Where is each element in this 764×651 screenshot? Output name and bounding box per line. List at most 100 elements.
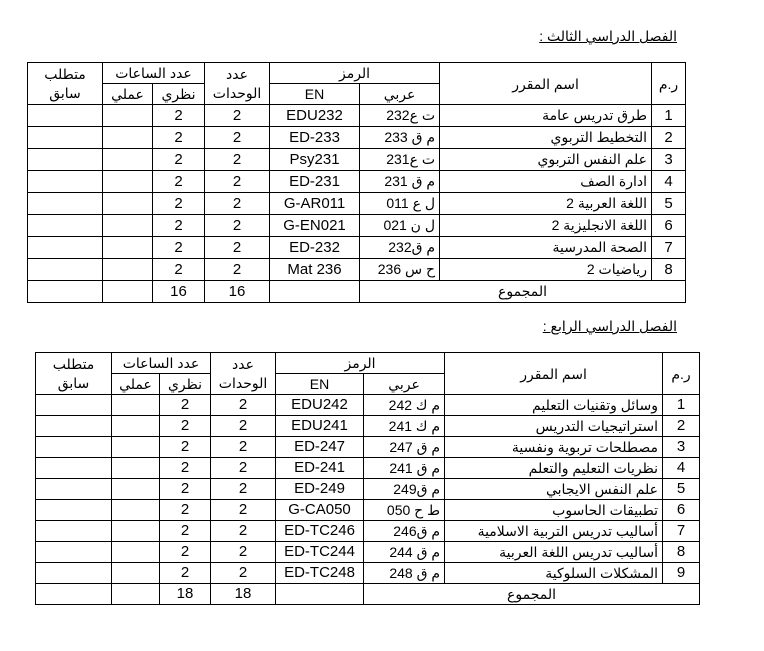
header-code-en: EN [275,373,365,395]
header-theory: نظري [152,83,206,105]
code-arabic: م ق 248 [363,562,446,584]
practical-hours [101,148,154,171]
row-number: 2 [651,126,687,149]
practical-hours [101,170,154,193]
row-number: 5 [651,192,687,215]
course-name: المشكلات السلوكية [444,562,664,584]
code-arabic: م ق 233 [359,126,441,149]
header-code-arabic: عربي [359,83,441,105]
practical-hours [110,499,161,521]
prerequisite [27,236,103,259]
theory-hours: 2 [159,436,212,458]
code-en: G-CA050 [275,499,365,521]
row-number: 3 [662,436,701,458]
code-arabic: م ق 241 [363,457,446,479]
practical-hours [110,436,161,458]
course-name: استراتيجيات التدريس [444,415,664,437]
prerequisite [27,104,103,127]
code-arabic: ت ع231 [359,148,441,171]
header-code-en: EN [269,83,361,105]
header-units: عدد الوحدات [204,62,271,105]
course-name: التخطيط التربوي [439,126,653,149]
row-number: 9 [662,562,701,584]
prerequisite [27,126,103,149]
code-en: ED-233 [269,126,361,149]
units: 2 [210,457,277,479]
semester-3-heading: الفصل الدراسي الثالث : [539,28,677,44]
table-row: 3 مصطلحات تربوية ونفسية م ق 247 ED-247 2 2 [35,436,701,458]
theory-hours: 2 [152,258,206,281]
total-row: المجموع 18 18 [35,583,701,605]
code-en: ED-TC246 [275,520,365,542]
code-arabic: م ق246 [363,520,446,542]
table-row: 2 التخطيط التربوي م ق 233 ED-233 2 2 [27,126,687,149]
prerequisite [35,457,112,479]
units: 2 [210,520,277,542]
table-row: 7 أساليب تدريس التربية الاسلامية م ق246 ED-… [35,520,701,542]
units: 2 [204,126,271,149]
units: 2 [210,541,277,563]
row-number: 6 [651,214,687,237]
code-en: Mat 236 [269,258,361,281]
units: 2 [210,436,277,458]
total-row: المجموع 16 16 [27,280,687,303]
total-empty [275,583,365,605]
table-row: 6 تطبيقات الحاسوب ط ح 050 G-CA050 2 2 [35,499,701,521]
row-number: 1 [662,394,701,416]
prerequisite [27,148,103,171]
table-row: 8 أساليب تدريس اللغة العربية م ق 244 ED-TC2… [35,541,701,563]
course-name: اللغة العربية 2 [439,192,653,215]
header-code: الرمز [275,352,446,374]
header-row: ر.م اسم المقرر الرمز عدد الوحدات عدد الساعات… [27,62,687,105]
code-arabic: ت ع232 [359,104,441,127]
code-en: ED-249 [275,478,365,500]
header-prereq: متطلب سابق [35,352,112,395]
theory-hours: 2 [159,541,212,563]
units: 2 [204,236,271,259]
code-en: EDU241 [275,415,365,437]
semester-3-table: ر.م اسم المقرر الرمز عدد الوحدات عدد الساعات… [27,62,687,303]
theory-hours: 2 [159,394,212,416]
course-name: طرق تدريس عامة [439,104,653,127]
units: 2 [204,170,271,193]
total-empty [269,280,361,303]
total-theory: 18 [159,583,212,605]
practical-hours [110,562,161,584]
prerequisite [35,541,112,563]
code-arabic: م ك 241 [363,415,446,437]
code-arabic: م ق232 [359,236,441,259]
units: 2 [210,562,277,584]
code-arabic: ط ح 050 [363,499,446,521]
units: 2 [204,214,271,237]
practical-hours [110,520,161,542]
course-name: رياضيات 2 [439,258,653,281]
row-number: 1 [651,104,687,127]
code-arabic: م ق 244 [363,541,446,563]
units: 2 [204,258,271,281]
row-number: 7 [651,236,687,259]
theory-hours: 2 [152,170,206,193]
code-en: ED-231 [269,170,361,193]
row-number: 5 [662,478,701,500]
row-number: 8 [651,258,687,281]
course-name: أساليب تدريس التربية الاسلامية [444,520,664,542]
course-name: مصطلحات تربوية ونفسية [444,436,664,458]
code-en: Psy231 [269,148,361,171]
course-name: نظريات التعليم والتعلم [444,457,664,479]
code-en: ED-TC248 [275,562,365,584]
table-row: 1 طرق تدريس عامة ت ع232 EDU232 2 2 [27,104,687,127]
prerequisite [35,415,112,437]
header-row: ر.م اسم المقرر الرمز عدد الوحدات عدد الساعات… [35,352,701,395]
theory-hours: 2 [152,214,206,237]
prerequisite [27,170,103,193]
row-number: 7 [662,520,701,542]
total-practical [110,583,161,605]
theory-hours: 2 [159,520,212,542]
course-name: تطبيقات الحاسوب [444,499,664,521]
row-number: 2 [662,415,701,437]
course-name: أساليب تدريس اللغة العربية [444,541,664,563]
theory-hours: 2 [152,236,206,259]
code-en: ED-247 [275,436,365,458]
code-arabic: ل ع 011 [359,192,441,215]
code-en: EDU242 [275,394,365,416]
